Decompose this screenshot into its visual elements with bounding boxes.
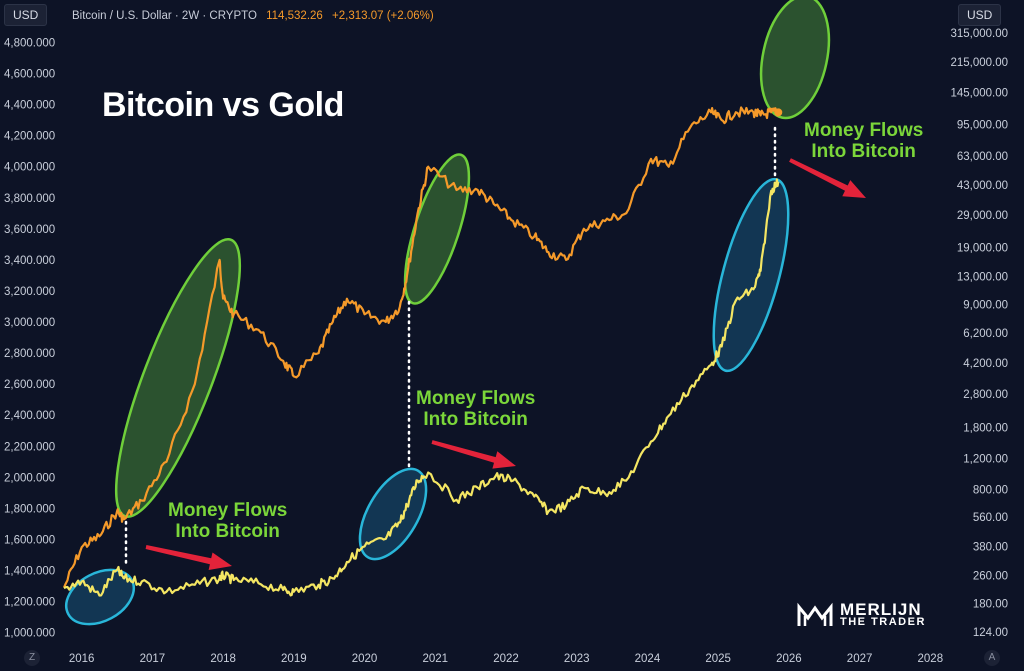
left-axis-tick-label: 1,800.000	[4, 503, 55, 515]
left-axis-tick-label: 3,800.000	[4, 193, 55, 205]
left-axis-tick-label: 2,000.000	[4, 472, 55, 484]
gold-rally-ellipse-2025	[759, 0, 831, 120]
left-axis-tick-label: 3,600.000	[4, 224, 55, 236]
left-axis-tick-label: 4,600.000	[4, 68, 55, 80]
right-axis-tick-label: 2,800.00	[963, 389, 1008, 401]
right-axis-tick-label: 1,800.00	[963, 423, 1008, 435]
symbol-header: Bitcoin / U.S. Dollar · 2W · CRYPTO 114,…	[72, 10, 434, 22]
x-axis-tick-label: 2026	[776, 653, 802, 665]
left-axis-tick-label: 3,400.000	[4, 255, 55, 267]
logo-line2: THE TRADER	[840, 616, 926, 628]
x-axis-tick-label: 2023	[564, 653, 590, 665]
right-axis-tick-label: 180.00	[973, 599, 1008, 611]
left-axis-tick-label: 1,600.000	[4, 534, 55, 546]
right-axis-tick-label: 4,200.00	[963, 358, 1008, 370]
right-axis-tick-label: 380.00	[973, 541, 1008, 553]
x-axis-tick-label: 2016	[69, 653, 95, 665]
annotation-text: Money Flows Into Bitcoin	[416, 388, 536, 430]
btc-series-line	[63, 178, 780, 597]
symbol-name[interactable]: Bitcoin / U.S. Dollar · 2W · CRYPTO	[72, 10, 257, 22]
left-axis-tick-label: 3,000.000	[4, 317, 55, 329]
price-change: +2,313.07 (+2.06%)	[332, 10, 434, 22]
right-axis-tick-label: 29,000.00	[957, 210, 1008, 222]
x-axis-tick-label: 2019	[281, 653, 307, 665]
chart-title: Bitcoin vs Gold	[102, 86, 344, 124]
gold-series-line	[62, 106, 780, 589]
right-axis-tick-label: 800.00	[973, 485, 1008, 497]
x-axis-tick-label: 2028	[918, 653, 944, 665]
left-axis-tick-label: 1,200.000	[4, 597, 55, 609]
red-arrow-0	[145, 545, 232, 570]
gold-rally-ellipse-2017	[114, 238, 242, 518]
annotation-money-flows-2016: Money Flows Into Bitcoin	[168, 500, 287, 542]
right-axis-tick-label: 1,200.00	[963, 454, 1008, 466]
left-axis-tick-label: 4,800.000	[4, 37, 55, 49]
right-axis-tick-label: 9,000.00	[963, 300, 1008, 312]
left-axis-tick-label: 2,600.000	[4, 379, 55, 391]
annotation-money-flows-2020: Money Flows Into Bitcoin	[416, 388, 535, 430]
left-axis-tick-label: 2,400.000	[4, 410, 55, 422]
left-axis-tick-label: 4,000.000	[4, 162, 55, 174]
current-price: 114,532.26	[266, 10, 323, 22]
btc-rally-ellipse-2016	[65, 568, 135, 626]
left-axis-tick-label: 1,000.000	[4, 628, 55, 640]
left-axis-tick-label: 2,200.000	[4, 441, 55, 453]
right-axis-tick-label: 145,000.00	[950, 87, 1008, 99]
right-axis-tick-label: 124.00	[973, 627, 1008, 639]
right-axis-tick-label: 215,000.00	[950, 57, 1008, 69]
annotation-money-flows-2025: Money Flows Into Bitcoin	[804, 120, 923, 162]
left-axis-tick-label: 2,800.000	[4, 348, 55, 360]
left-axis-tick-label: 3,200.000	[4, 286, 55, 298]
x-axis-tick-label: 2017	[140, 653, 166, 665]
right-axis-tick-label: 19,000.00	[957, 243, 1008, 255]
left-axis-unit-badge[interactable]: USD	[4, 4, 48, 26]
x-axis-tick-label: 2020	[352, 653, 378, 665]
merlijn-logo-icon	[797, 602, 833, 626]
right-axis-tick-label: 260.00	[973, 570, 1008, 582]
left-axis-tick-label: 4,400.000	[4, 100, 55, 112]
btc-rally-ellipse-2025	[712, 177, 790, 373]
x-axis-tick-label: 2021	[422, 653, 448, 665]
red-arrow-2	[789, 158, 866, 198]
right-axis-unit-badge[interactable]: USD	[958, 4, 1002, 26]
logo-line1: MERLIJN	[840, 600, 922, 619]
right-axis-tick-label: 6,200.00	[963, 328, 1008, 340]
red-arrow-1	[431, 440, 516, 469]
gold-last-price-dot	[774, 108, 783, 117]
right-axis-tick-label: 315,000.00	[950, 28, 1008, 40]
merlijn-logo: MERLIJN THE TRADER	[796, 600, 926, 632]
right-axis-tick-label: 63,000.00	[957, 151, 1008, 163]
btc-rally-ellipse-2020	[358, 467, 428, 561]
x-axis-tick-label: 2024	[635, 653, 661, 665]
right-axis-tick-label: 43,000.00	[957, 180, 1008, 192]
left-axis-tick-label: 1,400.000	[4, 566, 55, 578]
right-axis-tick-label: 95,000.00	[957, 120, 1008, 132]
x-axis-tick-label: 2027	[847, 653, 873, 665]
x-axis-tick-label: 2018	[210, 653, 236, 665]
x-axis-tick-label: 2022	[493, 653, 519, 665]
right-axis-tick-label: 560.00	[973, 512, 1008, 524]
auto-scale-corner-button[interactable]: A	[984, 650, 1000, 666]
annotation-text: Money Flows Into Bitcoin	[804, 120, 924, 162]
right-axis-tick-label: 13,000.00	[957, 272, 1008, 284]
timezone-corner-button[interactable]: Z	[24, 650, 40, 666]
x-axis-tick-label: 2025	[705, 653, 731, 665]
left-axis-tick-label: 4,200.000	[4, 131, 55, 143]
annotation-text: Money Flows Into Bitcoin	[168, 500, 288, 542]
